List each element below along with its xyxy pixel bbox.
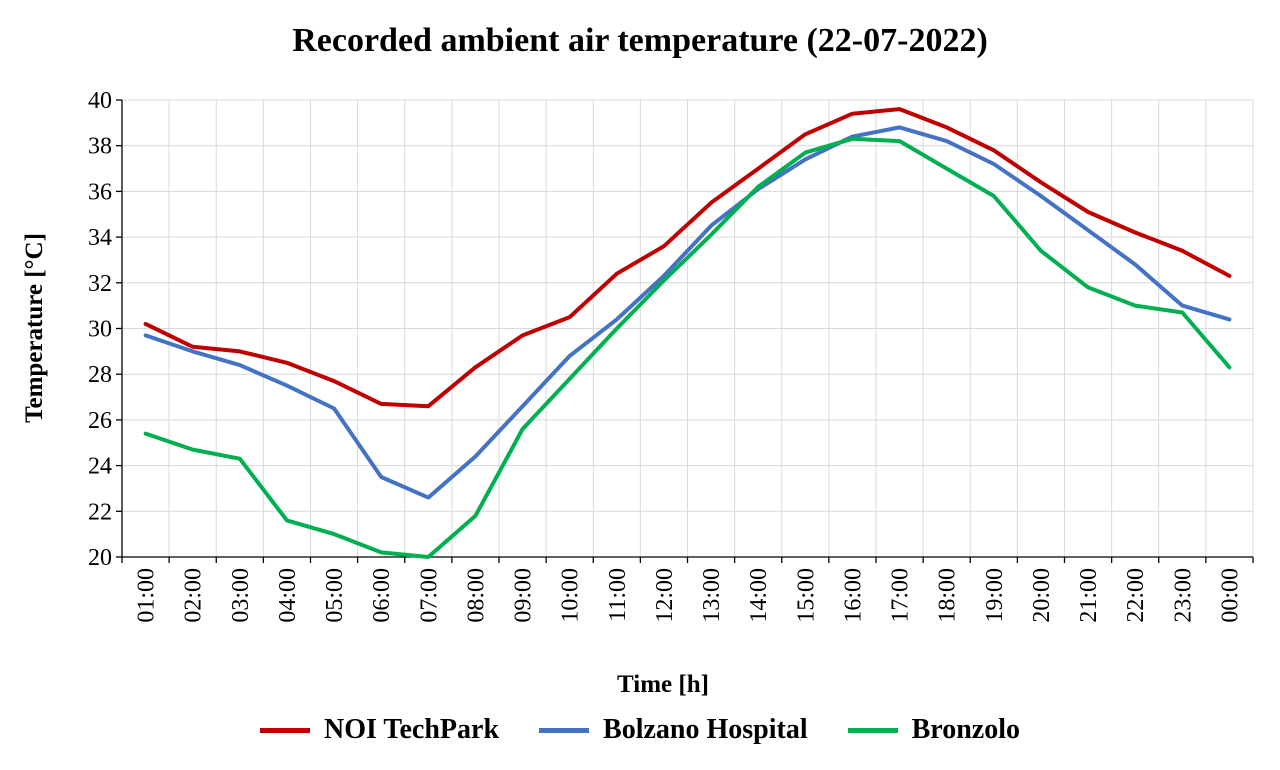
x-tick-label: 20:00: [1029, 568, 1055, 623]
x-tick-label: 15:00: [793, 568, 819, 623]
y-tick-label: 22: [88, 499, 112, 525]
legend: NOI TechPark Bolzano Hospital Bronzolo: [0, 714, 1280, 746]
legend-label-bronzolo: Bronzolo: [911, 714, 1020, 745]
y-tick-label: 20: [88, 545, 112, 571]
y-tick-label: 24: [88, 454, 112, 480]
legend-swatch-noi: [259, 727, 310, 733]
x-tick-label: 17:00: [888, 568, 914, 623]
legend-item-hospital: Bolzano Hospital: [539, 714, 808, 746]
x-tick-label: 16:00: [840, 568, 866, 623]
grid-lines: [122, 99, 1254, 557]
x-tick-label: 06:00: [369, 568, 395, 623]
y-tick-label: 34: [88, 225, 112, 251]
x-tick-label: 22:00: [1123, 568, 1149, 623]
legend-label-noi: NOI TechPark: [323, 714, 500, 745]
legend-swatch-hospital: [539, 727, 590, 733]
y-tick-label: 36: [88, 179, 112, 205]
x-tick-label: 09:00: [511, 568, 537, 623]
x-tick-label: 10:00: [558, 568, 584, 623]
y-tick-labels: 20 22 24 26 28 30 32 34 36 38 40: [88, 88, 112, 571]
legend-label-hospital: Bolzano Hospital: [603, 714, 808, 745]
legend-swatch-bronzolo: [847, 727, 898, 733]
series-line-bolzano-hospital: [143, 125, 1232, 500]
y-tick-label: 28: [88, 362, 112, 388]
x-tick-label: 00:00: [1217, 568, 1243, 623]
x-tick-label: 18:00: [935, 568, 961, 623]
y-tick-label: 32: [88, 271, 112, 297]
y-tick-label: 26: [88, 408, 112, 434]
x-tick-label: 19:00: [982, 568, 1008, 623]
y-tick-label: 40: [88, 88, 112, 114]
x-axis-title: Time [h]: [617, 671, 709, 698]
x-tick-label: 11:00: [605, 568, 631, 622]
x-tick-label: 04:00: [275, 568, 301, 623]
y-axis-title: Temperature [°C]: [21, 233, 48, 423]
x-tick-label: 01:00: [134, 568, 160, 623]
x-tick-label: 03:00: [228, 568, 254, 623]
series-lines: [143, 107, 1232, 559]
chart-title: Recorded ambient air temperature (22-07-…: [292, 22, 988, 59]
x-tick-labels: 01:00 02:00 03:00 04:00 05:00 06:00 07:00 08:00…: [134, 568, 1244, 623]
x-tick-label: 05:00: [322, 568, 348, 623]
x-tick-label: 21:00: [1076, 568, 1102, 623]
x-tick-label: 07:00: [416, 568, 442, 623]
legend-item-noi: NOI TechPark: [259, 714, 500, 746]
x-tick-label: 13:00: [699, 568, 725, 623]
x-tick-label: 08:00: [463, 568, 489, 623]
x-tick-label: 23:00: [1170, 568, 1196, 623]
series-line-bronzolo: [143, 136, 1232, 559]
y-tick-label: 38: [88, 134, 112, 160]
legend-item-bronzolo: Bronzolo: [847, 714, 1020, 746]
axes: [116, 99, 1254, 563]
y-tick-label: 30: [88, 317, 112, 343]
x-tick-label: 14:00: [746, 568, 772, 623]
series-line-noi-techpark: [143, 107, 1232, 409]
x-tick-label: 02:00: [181, 568, 207, 623]
x-tick-label: 12:00: [652, 568, 678, 623]
